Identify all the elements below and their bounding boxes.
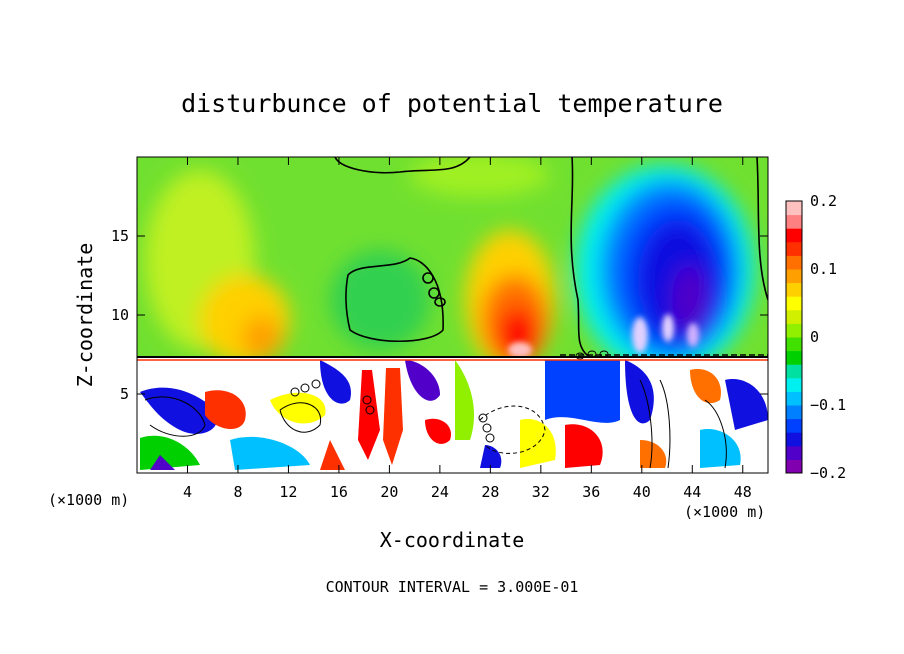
colorbar-swatch <box>786 214 802 229</box>
colorbar-swatch <box>786 201 802 216</box>
x-tick-label: 24 <box>431 483 449 501</box>
interface-band <box>137 354 768 361</box>
colorbar-swatch <box>786 459 802 474</box>
colorbar-swatch <box>786 364 802 379</box>
y-tick-label: 10 <box>111 306 129 324</box>
colorbar-tick-label: −0.1 <box>810 396 846 414</box>
x-tick-label: 16 <box>330 483 348 501</box>
y-tick-label: 5 <box>120 385 129 403</box>
x-tick-label: 4 <box>183 483 192 501</box>
colorbar-swatch <box>786 255 802 270</box>
colorbar-tick-label: 0 <box>810 328 819 346</box>
colorbar-frame <box>785 200 803 474</box>
colorbar-swatch <box>786 269 802 284</box>
colorbar-swatch <box>786 391 802 406</box>
colorbar-swatch <box>786 377 802 392</box>
x-tick-label: 8 <box>233 483 242 501</box>
x-tick-label: 40 <box>633 483 651 501</box>
x-tick-label: 32 <box>532 483 550 501</box>
colorbar-tick-label: −0.2 <box>810 464 846 482</box>
upper-field <box>145 157 755 375</box>
x-tick-label: 44 <box>683 483 701 501</box>
x-tick-label: 36 <box>582 483 600 501</box>
plot-area <box>137 157 768 473</box>
colorbar-swatch <box>786 228 802 243</box>
upper-highlights <box>508 314 699 358</box>
contour-interval-label: CONTOUR INTERVAL = 3.000E-01 <box>326 578 579 596</box>
x-axis: 4 8 12 16 20 24 28 32 36 40 44 48 <box>183 157 752 501</box>
x-unit-label-right: (×1000 m) <box>684 503 765 521</box>
colorbar-swatch <box>786 282 802 297</box>
colorbar-swatch <box>786 337 802 352</box>
x-tick-label: 12 <box>279 483 297 501</box>
colorbar-swatch <box>786 405 802 420</box>
y-axis: 5 10 15 <box>111 227 768 403</box>
colorbar-swatch <box>786 432 802 447</box>
lower-contours <box>144 350 727 469</box>
colorbar-tick-label: 0.2 <box>810 192 837 210</box>
x-axis-label: X-coordinate <box>380 528 525 552</box>
x-tick-label: 20 <box>380 483 398 501</box>
colorbar-swatch <box>786 445 802 460</box>
y-tick-label: 15 <box>111 227 129 245</box>
colorbar-swatch <box>786 350 802 365</box>
x-tick-label: 28 <box>481 483 499 501</box>
colorbar: 0.2 0.1 0 −0.1 −0.2 <box>785 192 846 482</box>
x-unit-label-left: (×1000 m) <box>48 491 129 509</box>
colorbar-swatch <box>786 418 802 433</box>
y-axis-label: Z-coordinate <box>73 243 97 388</box>
colorbar-swatch <box>786 323 802 338</box>
colorbar-tick-label: 0.1 <box>810 260 837 278</box>
lower-turbulence <box>140 360 768 470</box>
colorbar-swatch <box>786 241 802 256</box>
colorbar-swatch <box>786 296 802 311</box>
colorbar-swatch <box>786 309 802 324</box>
x-tick-label: 48 <box>734 483 752 501</box>
upper-contours <box>334 157 768 357</box>
chart-title: disturbunce of potential temperature <box>181 89 723 118</box>
